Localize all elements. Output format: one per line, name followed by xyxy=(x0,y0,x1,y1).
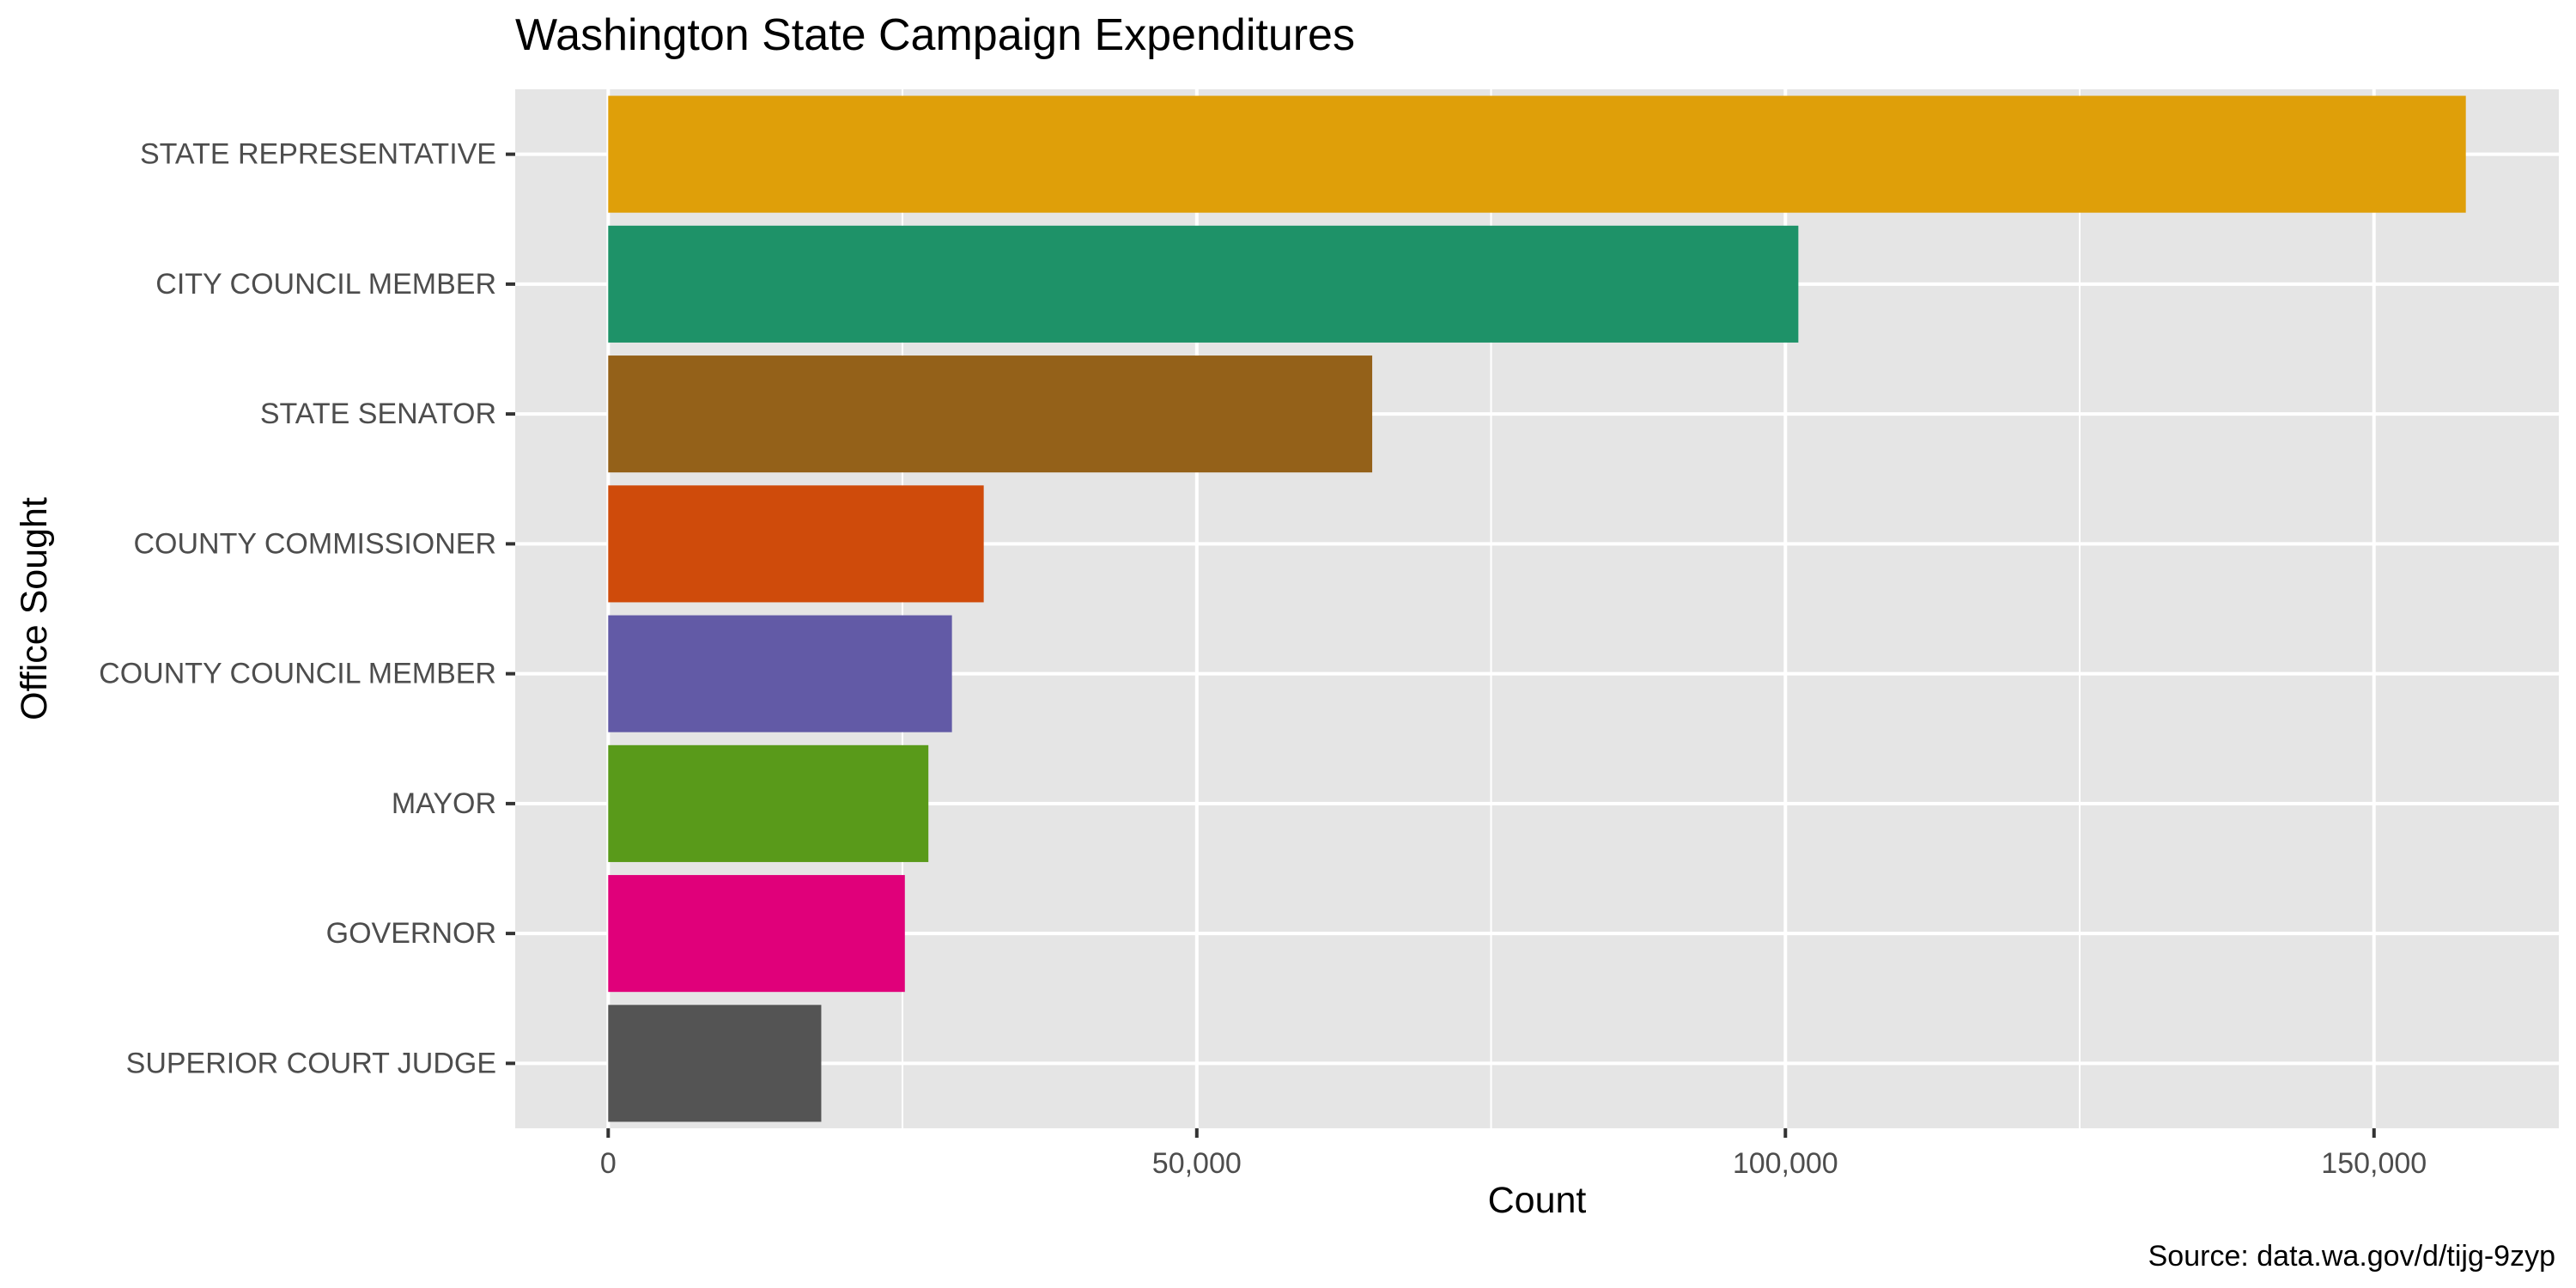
bar xyxy=(608,95,2466,213)
y-tick-label: GOVERNOR xyxy=(326,917,496,950)
bar xyxy=(608,355,1373,473)
x-tick-label: 100,000 xyxy=(1733,1147,1838,1180)
y-tick-label: MAYOR xyxy=(392,787,496,820)
y-tick-label: STATE REPRESENTATIVE xyxy=(140,138,496,171)
x-tick-label: 50,000 xyxy=(1152,1147,1242,1180)
y-axis-title: Office Sought xyxy=(14,497,55,720)
bars xyxy=(608,95,2466,1122)
x-tick-label: 0 xyxy=(600,1147,617,1180)
y-axis: STATE REPRESENTATIVE CITY COUNCIL MEMBER S… xyxy=(99,138,515,1079)
bar xyxy=(608,1005,822,1122)
x-tick-label: 150,000 xyxy=(2321,1147,2427,1180)
bar xyxy=(608,225,1799,343)
y-tick-label: SUPERIOR COURT JUDGE xyxy=(126,1047,496,1079)
chart-title: Washington State Campaign Expenditures xyxy=(515,10,1355,60)
y-tick-label: COUNTY COMMISSIONER xyxy=(133,527,496,560)
bar xyxy=(608,485,984,603)
x-axis-title: Count xyxy=(1488,1180,1587,1221)
bar xyxy=(608,744,929,862)
y-tick-label: STATE SENATOR xyxy=(260,398,496,430)
y-tick-label: CITY COUNCIL MEMBER xyxy=(155,268,496,301)
chart-caption: Source: data.wa.gov/d/tijg-9zyp xyxy=(2148,1240,2555,1273)
x-axis: 0 50,000 100,000 150,000 xyxy=(600,1128,2427,1180)
bar xyxy=(608,615,952,732)
bar xyxy=(608,875,905,993)
y-tick-label: COUNTY COUNCIL MEMBER xyxy=(99,658,496,690)
